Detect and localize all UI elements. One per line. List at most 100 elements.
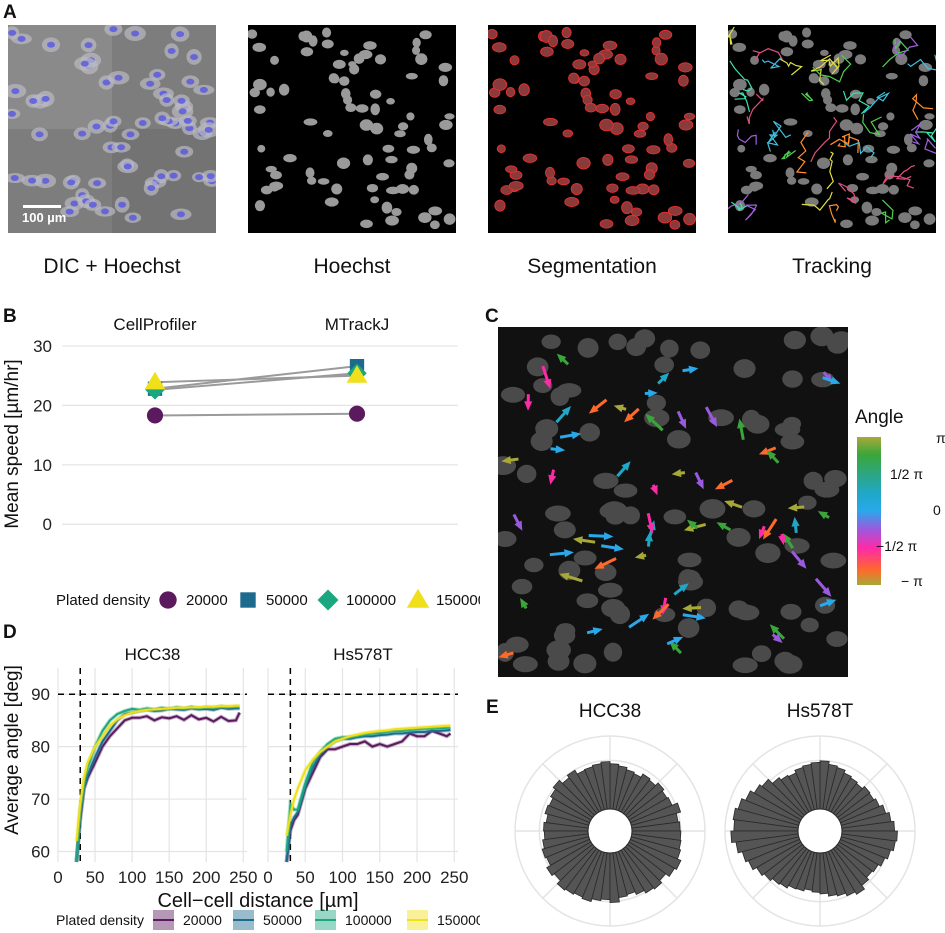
nucleus — [906, 143, 917, 153]
legend-label: 150000 — [436, 592, 480, 609]
nucleus — [493, 104, 507, 115]
nucleus — [308, 35, 318, 47]
nucleus — [849, 89, 862, 99]
x-tick-label: 0 — [53, 868, 62, 887]
nucleus — [678, 119, 694, 131]
nucleus — [621, 201, 633, 215]
nucleus — [622, 144, 635, 154]
caption-segmentation: Segmentation — [527, 255, 657, 278]
nucleus — [547, 651, 570, 671]
nucleus — [595, 103, 610, 114]
nucleus — [516, 464, 537, 484]
nucleus — [386, 186, 401, 195]
nucleus — [624, 155, 639, 164]
nucleus — [683, 112, 696, 121]
nucleus — [524, 557, 544, 573]
angle-arrow-head — [614, 543, 624, 552]
nucleus — [786, 176, 797, 185]
nucleus — [88, 201, 97, 208]
nucleus — [492, 78, 508, 91]
nucleus — [509, 55, 520, 66]
nucleus — [625, 97, 636, 106]
nucleus — [577, 337, 599, 358]
nucleus — [114, 74, 123, 81]
nucleus — [780, 47, 794, 57]
nucleus — [866, 98, 875, 105]
nucleus — [624, 215, 640, 227]
nucleus — [65, 208, 74, 215]
nucleus — [690, 341, 711, 359]
angle-arrow-head — [678, 418, 687, 429]
x-tick-label: 50 — [86, 868, 105, 887]
nucleus — [733, 78, 747, 91]
legend-label: 50000 — [263, 912, 302, 928]
nucleus — [850, 122, 864, 135]
nucleus — [682, 158, 696, 168]
nucleus — [10, 174, 19, 181]
track — [780, 150, 797, 160]
angle-arrow-head — [543, 378, 552, 389]
nucleus — [678, 62, 693, 73]
nucleus — [654, 52, 668, 66]
nucleus — [444, 113, 455, 120]
speed-chart: 0 10 20 30 CellProfiler MTrackJ Mean speed [µm… — [2, 315, 480, 611]
series-ribbon — [284, 728, 452, 863]
angle-arrow-head — [564, 549, 574, 558]
nucleus — [123, 163, 132, 170]
nucleus — [158, 115, 167, 122]
nucleus — [405, 72, 418, 80]
nucleus — [564, 196, 580, 208]
nucleus — [199, 86, 208, 93]
series-line — [75, 712, 241, 863]
data-point — [144, 371, 166, 390]
angle-arrow-head — [687, 519, 697, 529]
track — [915, 127, 936, 143]
angle-arrow-head — [634, 551, 645, 560]
nucleus — [608, 333, 627, 351]
angle-arrow-head — [561, 406, 571, 416]
x-tick-label: 50 — [296, 868, 315, 887]
track — [745, 204, 758, 221]
nucleus — [322, 27, 332, 38]
nucleus — [359, 119, 374, 131]
nucleus — [324, 197, 339, 207]
nucleus — [924, 113, 935, 120]
angle-arrow-head — [678, 583, 689, 593]
nucleus — [332, 59, 346, 70]
angle-arrow-head — [645, 413, 655, 424]
track — [761, 57, 782, 69]
dic-hoechst-image: 100 µm — [8, 25, 216, 233]
nucleus — [29, 98, 38, 105]
nucleus — [576, 593, 599, 609]
nucleus — [603, 642, 623, 662]
angle-arrow-head — [769, 624, 780, 634]
nucleus — [253, 78, 267, 91]
panel-label-b: B — [3, 306, 17, 327]
nucleus — [579, 49, 590, 57]
angle-arrow-image — [498, 327, 848, 677]
nucleus — [195, 174, 204, 181]
x-tick-label: 100 — [328, 868, 356, 887]
nucleus — [609, 89, 622, 100]
nucleus — [677, 552, 702, 568]
nucleus — [666, 430, 691, 449]
caption-tracking: Tracking — [792, 255, 872, 278]
nucleus — [370, 122, 384, 135]
track — [772, 120, 792, 139]
nucleus — [331, 183, 343, 195]
nucleus — [746, 87, 755, 97]
nucleus — [644, 408, 670, 428]
nucleus — [826, 631, 848, 647]
connector-line — [154, 374, 358, 384]
nucleus — [651, 37, 662, 49]
angle-arrow-head — [672, 636, 684, 645]
angle-arrow-head — [646, 523, 655, 534]
track — [820, 54, 840, 75]
angle-arrow-head — [648, 389, 658, 398]
nucleus — [663, 509, 687, 525]
nucleus — [856, 172, 869, 181]
nucleus — [923, 213, 936, 225]
track — [892, 36, 919, 59]
nucleus — [8, 110, 17, 117]
track — [828, 204, 840, 223]
